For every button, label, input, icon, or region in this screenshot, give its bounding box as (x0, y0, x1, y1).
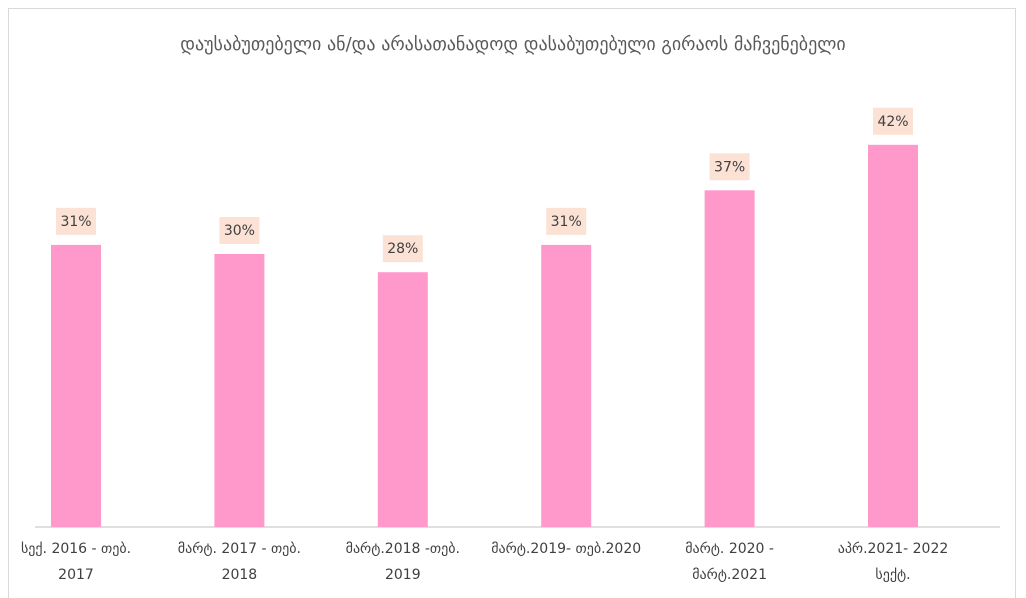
value-label: 28% (387, 241, 418, 257)
bar (214, 254, 265, 527)
x-tick-label: აპრ.2021- 2022 სექტ. (837, 541, 949, 583)
x-tick-label: სექ. 2016 - თებ. 2017 (20, 541, 132, 583)
value-label-box (709, 153, 750, 181)
bar (51, 244, 101, 527)
bar (541, 244, 592, 527)
value-label-box (56, 207, 96, 235)
value-label: 37% (714, 159, 745, 175)
value-label-box (873, 107, 913, 135)
bar (868, 144, 918, 528)
bar (704, 190, 755, 528)
value-label: 30% (224, 223, 255, 239)
chart-frame (8, 8, 1016, 598)
value-label: 42% (877, 114, 908, 130)
x-tick-label: მარტ. 2017 - თებ. 2018 (177, 541, 301, 583)
value-label-box (219, 217, 260, 244)
x-tick-label: მარტ.2019- თებ.2020 (491, 541, 642, 557)
bar (377, 272, 428, 527)
x-tick-label: მარტ. 2020 - მარტ.2021 (685, 541, 774, 583)
chart-title: დაუსაბუთებელი ან/და არასათანადოდ დასაბუთ… (180, 34, 846, 55)
value-label: 31% (551, 214, 582, 230)
value-label-box (546, 207, 587, 235)
x-tick-label: მარტ.2018 -თებ. 2019 (345, 541, 460, 583)
value-label-box (382, 235, 423, 263)
value-label: 31% (60, 214, 91, 230)
